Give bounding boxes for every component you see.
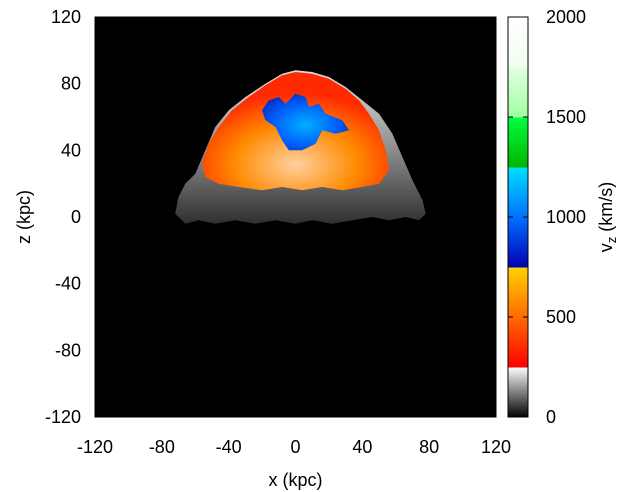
x-tick-label: 40 bbox=[352, 437, 372, 457]
x-tick-label: -40 bbox=[216, 437, 242, 457]
colorbar-ticks: 0 500 1000 1500 2000 bbox=[508, 7, 586, 427]
heatmap-regions bbox=[175, 70, 426, 224]
x-tick-label: 120 bbox=[481, 437, 511, 457]
colorbar-label-sub: z bbox=[604, 237, 619, 244]
y-axis-label: z (kpc) bbox=[14, 190, 34, 244]
colorbar-band bbox=[508, 217, 528, 268]
colorbar-band bbox=[508, 167, 528, 218]
y-tick-label: 0 bbox=[71, 207, 81, 227]
colorbar-band bbox=[508, 117, 528, 168]
y-tick-label: 120 bbox=[51, 7, 81, 27]
x-tick-label: 80 bbox=[419, 437, 439, 457]
colorbar-tick-label: 1500 bbox=[546, 107, 586, 127]
x-axis-label: x (kpc) bbox=[269, 470, 323, 490]
y-tick-label: -120 bbox=[45, 407, 81, 427]
colorbar-band bbox=[508, 67, 528, 118]
colorbar-tick-label: 2000 bbox=[546, 7, 586, 27]
y-tick-label: 40 bbox=[61, 140, 81, 160]
colorbar-label-unit: (km/s) bbox=[596, 182, 616, 237]
y-tick-label: -40 bbox=[55, 274, 81, 294]
colorbar-label: vz (km/s) bbox=[596, 182, 619, 252]
colorbar bbox=[507, 16, 529, 418]
colorbar-band bbox=[508, 367, 528, 418]
x-tick-label: -80 bbox=[149, 437, 175, 457]
y-tick-label: 80 bbox=[61, 74, 81, 94]
colorbar-tick-label: 0 bbox=[546, 407, 556, 427]
colorbar-label-main: v bbox=[596, 243, 616, 252]
region-central-jet bbox=[262, 93, 349, 151]
x-tick-label: -120 bbox=[77, 437, 113, 457]
colorbar-tick-label: 1000 bbox=[546, 207, 586, 227]
y-tick-label: -80 bbox=[55, 340, 81, 360]
x-axis-ticks: -120 -80 -40 0 40 80 120 bbox=[77, 17, 511, 457]
colorbar-tick-label: 500 bbox=[546, 307, 576, 327]
colorbar-band bbox=[508, 317, 528, 368]
colorbar-band bbox=[508, 267, 528, 318]
y-axis-ticks: -120 -80 -40 0 40 80 120 bbox=[45, 7, 496, 427]
x-tick-label: 0 bbox=[290, 437, 300, 457]
colorbar-band bbox=[508, 17, 528, 68]
